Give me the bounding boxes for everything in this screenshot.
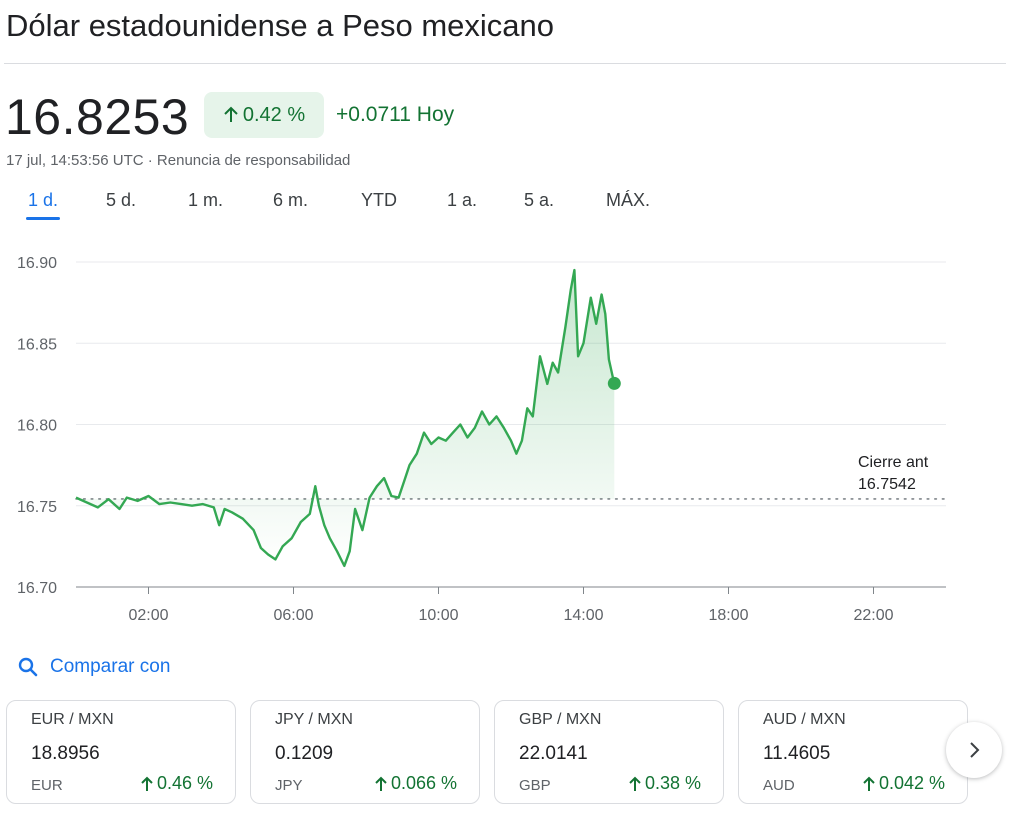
compare-button[interactable]: Comparar con: [18, 656, 170, 678]
y-tick-label: 16.70: [17, 580, 57, 597]
arrow-up-icon: [375, 776, 387, 791]
page-title: Dólar estadounidense a Peso mexicano: [6, 8, 555, 43]
series-line: [75, 268, 616, 568]
card-pair: JPY / MXN: [275, 711, 353, 728]
x-tick-label: 02:00: [128, 607, 168, 624]
tab-5a[interactable]: 5 a.: [524, 190, 555, 210]
x-tick-label: 18:00: [708, 607, 748, 624]
x-tick-label: 14:00: [563, 607, 603, 624]
card-change-value: 0.38 %: [644, 773, 701, 793]
currency-card-aud[interactable]: AUD / MXN 11.4605 AUD 0.042 %: [738, 700, 968, 804]
card-pair: EUR / MXN: [31, 711, 114, 728]
percent-change-badge: 0.42 %: [204, 92, 324, 138]
quote-timestamp: 17 jul, 14:53:56 UTC: [6, 152, 144, 169]
card-currency: AUD: [763, 777, 795, 794]
tab-1d[interactable]: 1 d.: [25, 190, 61, 220]
card-rate: 0.1209: [275, 743, 334, 764]
card-change: 0.46 %: [140, 773, 213, 794]
card-rate: 18.8956: [31, 743, 100, 764]
percent-change-value: 0.42 %: [242, 103, 306, 126]
currency-card-jpy[interactable]: JPY / MXN 0.1209 JPY 0.066 %: [250, 700, 480, 804]
quote-meta: 17 jul, 14:53:56 UTC · Renuncia de respo…: [6, 152, 350, 169]
arrow-up-icon: [863, 776, 875, 791]
arrow-up-icon: [224, 106, 238, 122]
header-divider: [4, 63, 1006, 64]
tab-6m[interactable]: 6 m.: [273, 190, 309, 210]
card-currency: EUR: [31, 777, 63, 794]
compare-label: Comparar con: [50, 656, 171, 677]
search-icon: [18, 657, 38, 677]
y-tick-label: 16.80: [17, 418, 57, 435]
range-tabs: 1 d. 5 d. 1 m. 6 m. YTD 1 a. 5 a. MÁX.: [0, 190, 680, 224]
previous-close-value: 16.7542: [858, 476, 916, 493]
y-tick-label: 16.90: [17, 255, 57, 272]
arrow-up-icon: [141, 776, 153, 791]
current-price: 16.8253: [5, 89, 190, 145]
series-area: [76, 270, 615, 566]
x-tick-label: 06:00: [273, 607, 313, 624]
card-currency: JPY: [275, 777, 303, 794]
change-period: Hoy: [416, 103, 455, 126]
tab-max[interactable]: MÁX.: [606, 190, 651, 210]
card-change-value: 0.042 %: [878, 773, 945, 793]
arrow-up-icon: [629, 776, 641, 791]
tab-ytd[interactable]: YTD: [361, 190, 397, 210]
chevron-right-icon: [970, 742, 980, 758]
change-value: +0.0711: [336, 103, 411, 126]
currency-card-eur[interactable]: EUR / MXN 18.8956 EUR 0.46 %: [6, 700, 236, 804]
card-change: 0.066 %: [374, 773, 457, 794]
last-price-point: [607, 376, 621, 390]
card-pair: GBP / MXN: [519, 711, 602, 728]
disclaimer-link[interactable]: Renuncia de responsabilidad: [156, 152, 351, 169]
currency-card-gbp[interactable]: GBP / MXN 22.0141 GBP 0.38 %: [494, 700, 724, 804]
y-tick-label: 16.75: [17, 499, 57, 516]
card-change-value: 0.46 %: [156, 773, 213, 793]
card-rate: 11.4605: [763, 743, 831, 764]
x-tick-label: 22:00: [853, 607, 893, 624]
x-tick-label: 10:00: [418, 607, 458, 624]
card-change-value: 0.066 %: [390, 773, 457, 793]
y-tick-label: 16.85: [17, 336, 57, 353]
card-pair: AUD / MXN: [763, 711, 846, 728]
price-chart[interactable]: 16.70 16.75 16.80 16.85 16.90 02:00 06:00 10:00…: [0, 240, 1010, 640]
card-currency: GBP: [519, 777, 551, 794]
absolute-change: +0.0711 Hoy: [336, 103, 454, 127]
previous-close-label: Cierre ant: [858, 454, 929, 471]
next-cards-button[interactable]: [946, 722, 1002, 778]
meta-separator: ·: [143, 152, 157, 169]
card-change: 0.38 %: [628, 773, 701, 794]
tab-1a[interactable]: 1 a.: [447, 190, 478, 210]
tab-5d[interactable]: 5 d.: [106, 190, 137, 210]
card-rate: 22.0141: [519, 743, 588, 764]
tab-1m[interactable]: 1 m.: [188, 190, 224, 210]
card-change: 0.042 %: [862, 773, 945, 794]
